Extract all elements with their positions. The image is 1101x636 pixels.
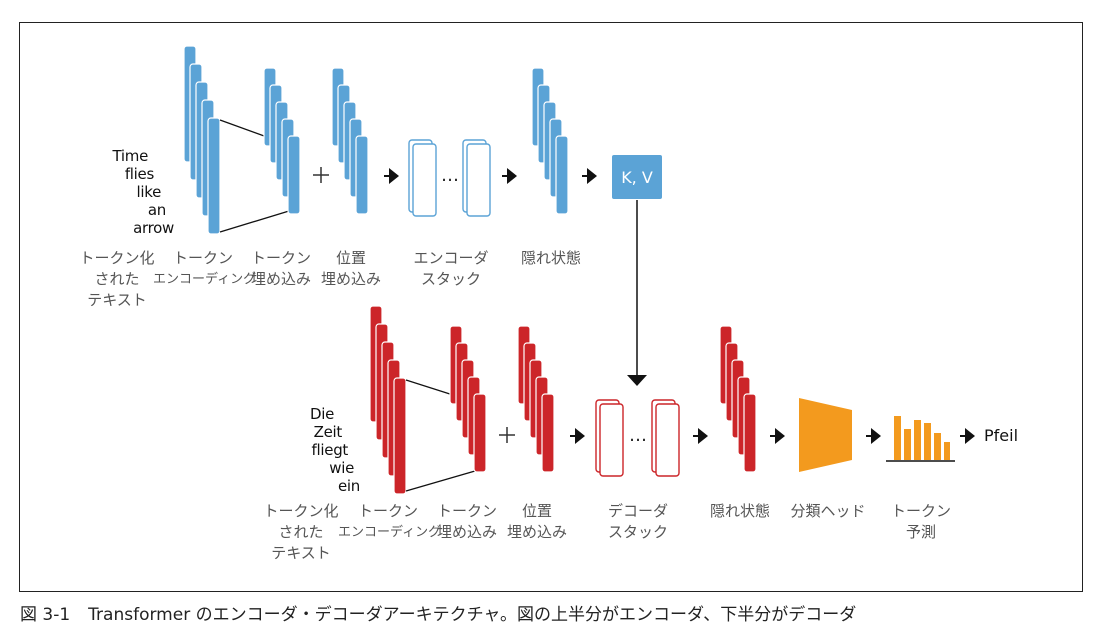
kv-label: K, V: [621, 168, 653, 187]
encoder-plus-icon: [313, 167, 329, 183]
encoder-hidden-state-stack: [531, 67, 569, 215]
figure-caption: 図 3-1 Transformer のエンコーダ・デコーダアーキテクチャ。図の上半…: [20, 600, 856, 625]
figure-frame: [19, 22, 1083, 592]
decoder-position-embedding-stack: [517, 325, 555, 473]
decoder-label-stack: デコーダ スタック: [607, 502, 668, 541]
input-word: like: [136, 183, 161, 201]
encoder-token-embedding-stack: [263, 67, 301, 215]
caption-text: Transformer のエンコーダ・デコーダアーキテクチャ。図の上半分がエンコ…: [88, 605, 857, 625]
encoder-projection-line-bottom: [219, 210, 290, 233]
encoder-token-encoding-stack: [183, 45, 221, 235]
arrow-right-icon: [960, 428, 975, 444]
input-word: arrow: [133, 219, 174, 237]
input-word: ein: [337, 477, 360, 495]
encoder-label-stack: エンコーダ スタック: [413, 249, 489, 288]
encoder-label-hidden-state: 隠れ状態: [520, 249, 581, 267]
decoder-ellipsis-icon: …: [629, 425, 647, 446]
input-word: flies: [124, 165, 154, 183]
decoder-token-embedding-stack: [449, 325, 487, 473]
decoder-label-position-embedding: 位置 埋め込み: [506, 502, 567, 541]
kv-box: [612, 155, 662, 199]
decoder-label-token-embedding: トークン 埋め込み: [436, 502, 497, 541]
encoder-label-token-embedding: トークン 埋め込み: [250, 249, 311, 288]
encoder-label-token-encoding: トークン エンコーディング: [153, 249, 257, 287]
input-word: wie: [329, 459, 354, 477]
encoder-ellipsis-icon: …: [441, 165, 459, 186]
decoder-label-classification-head: 分類ヘッド: [790, 502, 866, 520]
input-word: an: [147, 201, 166, 219]
arrow-right-icon: [866, 428, 881, 444]
decoder-label-tokenized-text: トークン化 された テキスト: [263, 502, 339, 562]
arrow-right-icon: [570, 428, 585, 444]
classification-head-shape: [799, 398, 852, 472]
encoder-label-position-embedding: 位置 埋め込み: [320, 249, 381, 288]
figure-number: 図 3-1: [20, 605, 71, 625]
input-word: Die: [309, 405, 334, 423]
output-token: Pfeil: [984, 426, 1019, 445]
arrow-right-icon: [502, 168, 517, 184]
decoder-label-token-prediction: トークン 予測: [890, 502, 951, 541]
decoder-plus-icon: [499, 427, 515, 443]
encoder-label-tokenized-text: トークン化 された テキスト: [79, 249, 155, 309]
decoder-stack-block: [595, 399, 680, 477]
encoder-stack-block: [408, 139, 491, 217]
token-probability-bars: [886, 416, 955, 462]
decoder-projection-line-bottom: [405, 470, 476, 492]
arrow-right-icon: [582, 168, 597, 184]
decoder-hidden-state-stack: [719, 325, 757, 473]
arrow-right-icon: [384, 168, 399, 184]
input-word: fliegt: [311, 441, 349, 459]
arrow-down-icon: [627, 200, 647, 386]
decoder-input-words: Die Zeit fliegt wie ein: [282, 405, 360, 495]
encoder-position-embedding-stack: [331, 67, 369, 215]
input-word: Time: [112, 147, 148, 165]
arrow-right-icon: [770, 428, 785, 444]
decoder-label-hidden-state: 隠れ状態: [709, 502, 770, 520]
encoder-input-words: Time flies like an arrow: [96, 147, 174, 237]
decoder-token-encoding-stack: [369, 305, 407, 495]
arrow-right-icon: [693, 428, 708, 444]
decoder-label-token-encoding: トークン エンコーディング: [338, 502, 442, 540]
input-word: Zeit: [313, 423, 343, 441]
